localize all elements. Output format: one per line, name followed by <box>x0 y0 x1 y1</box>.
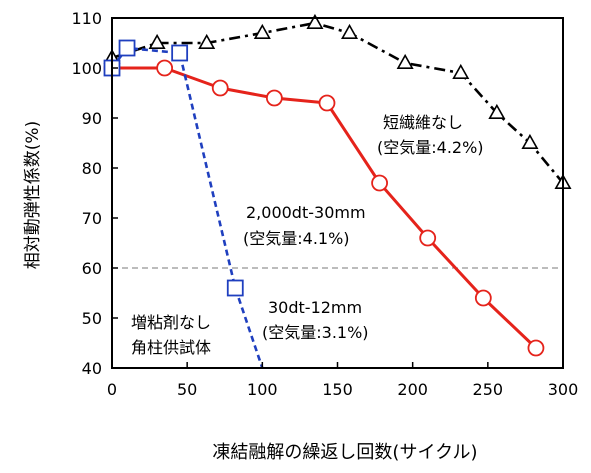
data-point-circle <box>318 94 336 112</box>
data-point-circle <box>371 174 388 192</box>
y-tick-label: 110 <box>71 9 102 28</box>
y-tick-label: 80 <box>82 159 102 178</box>
data-point-circle <box>527 339 545 357</box>
data-point-square <box>118 39 136 57</box>
annotation-fiber-2000dt: 2,000dt-30mm <box>246 203 366 222</box>
data-point-triangle <box>521 133 539 149</box>
data-point-circle <box>419 229 437 247</box>
annotation-no-fiber-air: (空気量:4.2%) <box>377 138 484 157</box>
y-tick-label: 90 <box>82 109 102 128</box>
x-tick-label: 0 <box>107 380 117 399</box>
annotation-no-thickener: 増粘剤なし <box>131 313 211 332</box>
x-tick-label: 250 <box>473 380 504 399</box>
x-tick-label: 150 <box>322 380 353 399</box>
data-point-triangle <box>396 53 414 69</box>
annotation-fiber-2000dt-air: (空気量:4.1%) <box>243 229 350 248</box>
y-tick-label: 60 <box>82 259 102 278</box>
data-point-triangle <box>148 33 166 50</box>
data-point-triangle <box>452 63 470 79</box>
x-tick-label: 50 <box>177 380 197 399</box>
data-point-triangle <box>198 33 216 50</box>
data-point-square <box>226 279 244 297</box>
y-tick-label: 100 <box>71 59 102 78</box>
x-tick-label: 100 <box>247 380 278 399</box>
x-axis-label: 凍結融解の繰返し回数(サイクル) <box>212 442 477 463</box>
annotation-prism-specimen: 角柱供試体 <box>131 338 211 357</box>
data-point-circle <box>211 79 229 97</box>
x-tick-label: 300 <box>548 380 579 399</box>
data-point-circle <box>156 59 174 77</box>
data-point-triangle <box>488 103 506 119</box>
x-tick-label: 200 <box>397 380 428 399</box>
tick-layer: 0 50 100 150 200 250 300 40 50 60 70 80 90 100 110 <box>71 9 578 399</box>
annotation-fiber-30dt-air: (空気量:3.1%) <box>262 323 369 342</box>
series-layer <box>103 13 572 369</box>
data-point-circle <box>265 89 283 107</box>
y-axis-label: 相対動弾性係数(%) <box>23 121 43 269</box>
data-point-circle <box>474 289 492 307</box>
data-point-triangle <box>341 23 359 40</box>
y-tick-label: 50 <box>82 309 102 328</box>
data-point-triangle <box>253 23 271 40</box>
y-tick-label: 70 <box>82 209 102 228</box>
y-tick-label: 40 <box>82 359 102 378</box>
annotation-no-fiber: 短繊維なし <box>383 113 463 132</box>
data-point-square <box>171 44 189 62</box>
annotation-fiber-30dt: 30dt-12mm <box>268 298 362 317</box>
data-point-triangle <box>306 13 324 30</box>
